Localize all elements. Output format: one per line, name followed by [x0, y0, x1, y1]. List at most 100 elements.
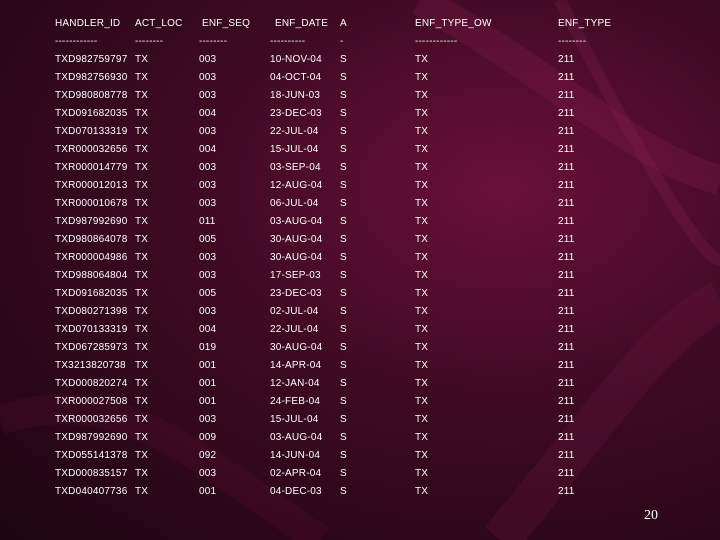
cell-enf-seq: 003 [199, 468, 217, 479]
cell-handler-id: TXR000004986 [55, 252, 128, 263]
header-enf-seq: ENF_SEQ [202, 18, 251, 29]
cell-enf-date: 02-APR-04 [270, 468, 322, 479]
cell-act-loc: TX [135, 342, 149, 353]
cell-enf-seq: 003 [199, 126, 217, 137]
cell-enf-seq: 009 [199, 432, 217, 443]
cell-enf-date: 03-AUG-04 [270, 432, 323, 443]
cell-enf-date: 30-AUG-04 [270, 342, 323, 353]
cell-act-loc: TX [135, 216, 149, 227]
cell-enf-type-ow: TX [415, 324, 429, 335]
cell-enf-seq: 005 [199, 288, 217, 299]
cell-a: S [340, 432, 347, 443]
cell-enf-date: 14-APR-04 [270, 360, 322, 371]
cell-enf-type-ow: TX [415, 414, 429, 425]
cell-enf-date: 23-DEC-03 [270, 288, 322, 299]
cell-enf-type: 211 [558, 396, 575, 407]
cell-act-loc: TX [135, 198, 149, 209]
cell-enf-seq: 019 [199, 342, 217, 353]
cell-handler-id: TXD091682035 [55, 288, 128, 299]
cell-enf-seq: 003 [199, 198, 217, 209]
cell-act-loc: TX [135, 54, 149, 65]
header-act-loc: ACT_LOC [135, 18, 183, 29]
cell-a: S [340, 414, 347, 425]
cell-act-loc: TX [135, 270, 149, 281]
cell-enf-type: 211 [558, 216, 575, 227]
cell-enf-type-ow: TX [415, 180, 429, 191]
cell-enf-type-ow: TX [415, 90, 429, 101]
cell-act-loc: TX [135, 306, 149, 317]
separator-enf-type-ow: ------------ [415, 36, 458, 47]
separator-enf-date: ---------- [270, 36, 306, 47]
cell-act-loc: TX [135, 252, 149, 263]
cell-enf-type: 211 [558, 342, 575, 353]
cell-enf-type: 211 [558, 144, 575, 155]
cell-act-loc: TX [135, 162, 149, 173]
cell-enf-date: 15-JUL-04 [270, 414, 319, 425]
cell-enf-type-ow: TX [415, 360, 429, 371]
separator-a: - [340, 36, 344, 47]
cell-enf-type-ow: TX [415, 108, 429, 119]
cell-enf-type: 211 [558, 126, 575, 137]
header-enf-type-ow: ENF_TYPE_OW [415, 18, 492, 29]
cell-enf-seq: 001 [199, 486, 217, 497]
cell-enf-type-ow: TX [415, 198, 429, 209]
cell-handler-id: TXD982756930 [55, 72, 128, 83]
cell-enf-type-ow: TX [415, 126, 429, 137]
cell-enf-seq: 004 [199, 324, 217, 335]
cell-enf-date: 03-AUG-04 [270, 216, 323, 227]
cell-act-loc: TX [135, 378, 149, 389]
cell-enf-type: 211 [558, 90, 575, 101]
cell-a: S [340, 378, 347, 389]
cell-enf-type: 211 [558, 162, 575, 173]
cell-a: S [340, 180, 347, 191]
cell-a: S [340, 342, 347, 353]
cell-enf-seq: 003 [199, 414, 217, 425]
cell-a: S [340, 144, 347, 155]
cell-a: S [340, 450, 347, 461]
cell-handler-id: TXR000032656 [55, 414, 128, 425]
cell-enf-date: 14-JUN-04 [270, 450, 321, 461]
cell-enf-type: 211 [558, 198, 575, 209]
cell-enf-type: 211 [558, 414, 575, 425]
cell-enf-seq: 092 [199, 450, 217, 461]
cell-enf-type: 211 [558, 378, 575, 389]
cell-act-loc: TX [135, 288, 149, 299]
cell-a: S [340, 468, 347, 479]
cell-act-loc: TX [135, 144, 149, 155]
cell-enf-type: 211 [558, 72, 575, 83]
cell-enf-date: 30-AUG-04 [270, 252, 323, 263]
cell-enf-seq: 001 [199, 378, 217, 389]
cell-enf-seq: 003 [199, 54, 217, 65]
header-enf-type: ENF_TYPE [558, 18, 612, 29]
cell-handler-id: TXD070133319 [55, 324, 128, 335]
header-a: A [340, 18, 347, 29]
cell-enf-date: 15-JUL-04 [270, 144, 319, 155]
cell-enf-type-ow: TX [415, 234, 429, 245]
cell-enf-type-ow: TX [415, 486, 429, 497]
cell-enf-type: 211 [558, 54, 575, 65]
cell-handler-id: TXD070133319 [55, 126, 128, 137]
cell-enf-seq: 003 [199, 72, 217, 83]
cell-enf-date: 30-AUG-04 [270, 234, 323, 245]
cell-a: S [340, 288, 347, 299]
cell-a: S [340, 162, 347, 173]
cell-a: S [340, 198, 347, 209]
cell-act-loc: TX [135, 450, 149, 461]
cell-enf-seq: 001 [199, 360, 217, 371]
cell-enf-type-ow: TX [415, 252, 429, 263]
cell-a: S [340, 360, 347, 371]
header-handler-id: HANDLER_ID [55, 18, 121, 29]
cell-handler-id: TXD000835157 [55, 468, 128, 479]
cell-enf-seq: 003 [199, 306, 217, 317]
cell-enf-type-ow: TX [415, 306, 429, 317]
cell-a: S [340, 54, 347, 65]
cell-enf-type: 211 [558, 450, 575, 461]
cell-act-loc: TX [135, 72, 149, 83]
cell-enf-type-ow: TX [415, 288, 429, 299]
cell-act-loc: TX [135, 180, 149, 191]
cell-a: S [340, 234, 347, 245]
cell-handler-id: TXD988064804 [55, 270, 128, 281]
cell-enf-type-ow: TX [415, 450, 429, 461]
cell-enf-seq: 003 [199, 270, 217, 281]
cell-a: S [340, 396, 347, 407]
